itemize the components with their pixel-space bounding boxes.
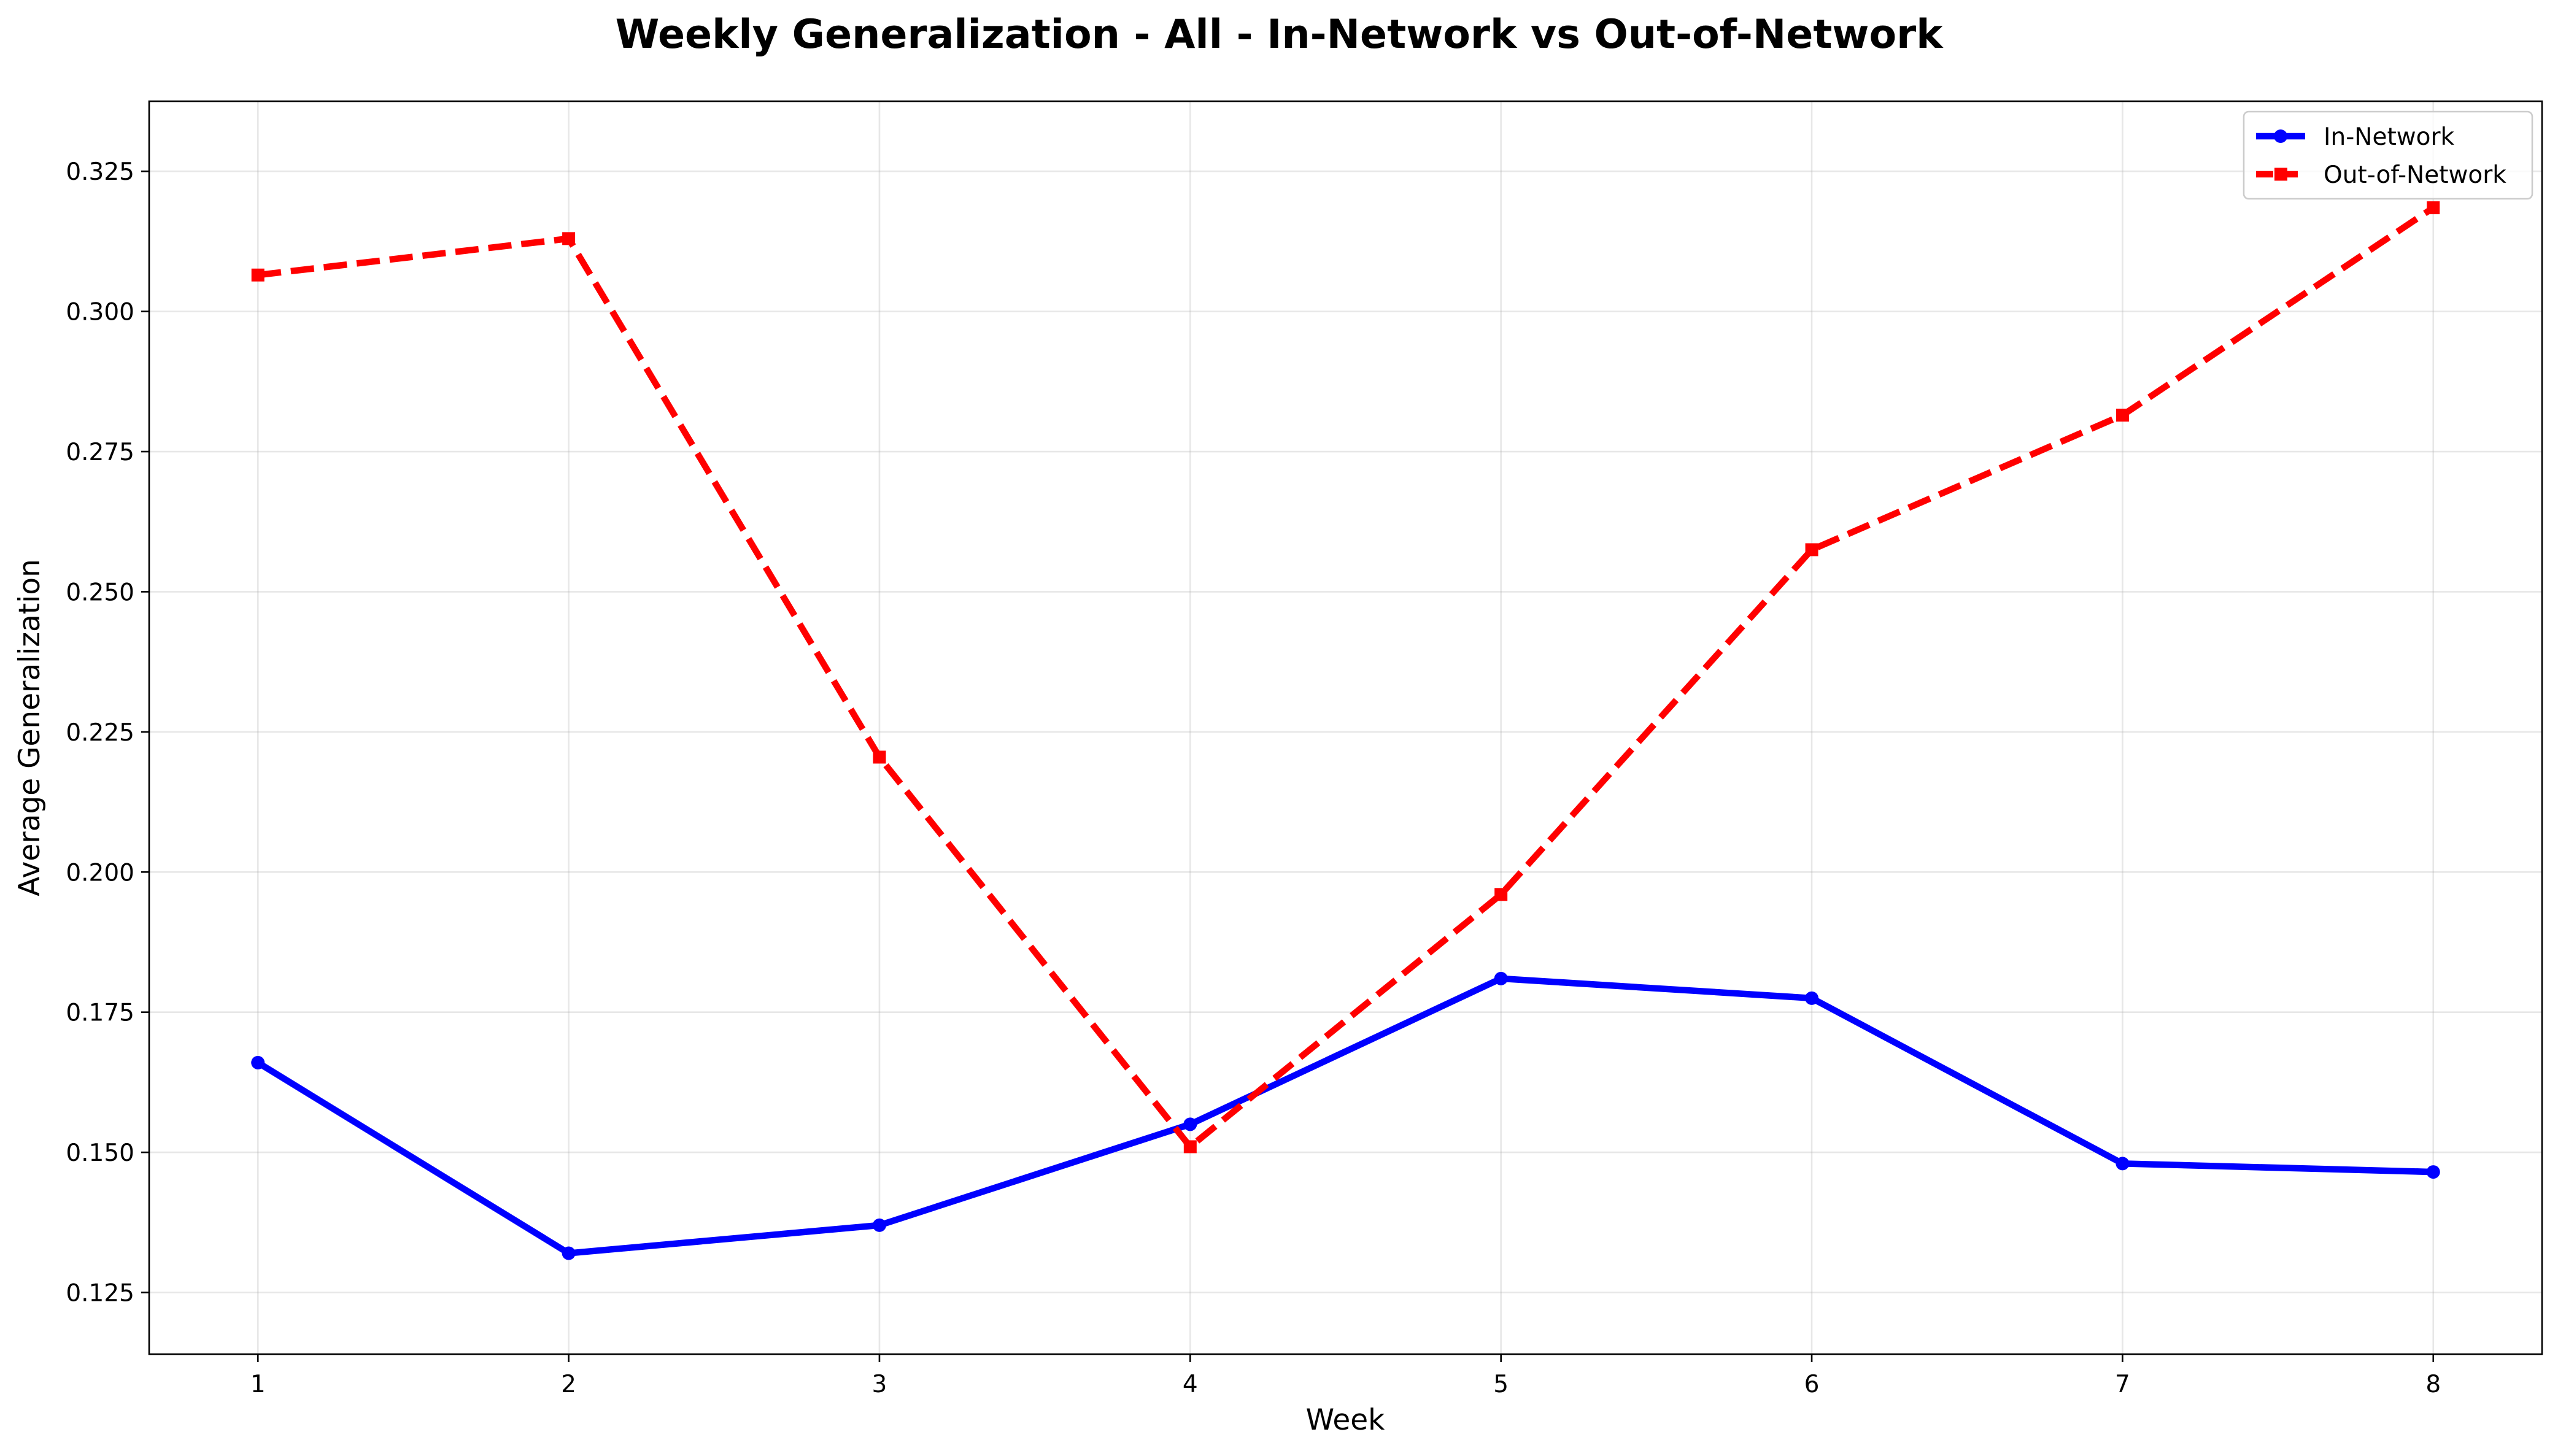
data-point	[2116, 409, 2129, 422]
legend-label: Out-of-Network	[2324, 161, 2506, 189]
legend-entry: In-Network	[2256, 123, 2455, 151]
y-axis-label: Average Generalization	[13, 559, 47, 896]
y-tick-label: 0.325	[66, 158, 134, 186]
data-point	[873, 750, 886, 764]
y-tick-label: 0.300	[66, 299, 134, 326]
data-point	[1183, 1140, 1197, 1154]
y-tick-label: 0.275	[66, 439, 134, 466]
grid-lines	[149, 101, 2542, 1354]
series-0	[251, 971, 2440, 1260]
y-tick-label: 0.200	[66, 859, 134, 887]
x-tick-label: 2	[561, 1371, 576, 1398]
axis-ticks: 1 2 3 4 5 6 7 8 0.125 0.150 0.175 0.200 0.225 0.250 0.…	[66, 158, 2441, 1398]
y-tick-label: 0.125	[66, 1279, 134, 1307]
y-tick-label: 0.175	[66, 1000, 134, 1027]
x-tick-label: 4	[1183, 1371, 1198, 1398]
data-point	[2426, 1165, 2440, 1179]
x-tick-label: 1	[250, 1371, 266, 1398]
series-line	[257, 205, 2435, 1150]
data-point	[2116, 1157, 2130, 1171]
data-point	[1805, 991, 1819, 1005]
y-tick-label: 0.225	[66, 719, 134, 747]
x-tick-label: 8	[2425, 1371, 2441, 1398]
data-point	[1805, 543, 1818, 557]
legend: In-Network Out-of-Network	[2243, 110, 2533, 200]
y-tick-label: 0.150	[66, 1139, 134, 1167]
x-tick-label: 6	[1804, 1371, 1820, 1398]
x-tick-label: 5	[1493, 1371, 1509, 1398]
plot-series	[251, 201, 2440, 1260]
data-point	[562, 232, 576, 245]
data-point	[1494, 888, 1508, 901]
data-point	[1494, 971, 1508, 985]
data-point	[562, 1246, 576, 1260]
data-point	[251, 268, 265, 282]
legend-box	[2243, 110, 2533, 200]
y-tick-label: 0.250	[66, 579, 134, 606]
data-point	[2427, 201, 2440, 215]
legend-label: In-Network	[2324, 123, 2455, 151]
x-tick-label: 7	[2115, 1371, 2130, 1398]
data-point	[872, 1218, 886, 1232]
legend-marker	[2274, 168, 2287, 181]
x-axis-label: Week	[1306, 1403, 1386, 1437]
data-point	[251, 1055, 265, 1069]
x-tick-label: 3	[872, 1371, 887, 1398]
chart-title: Weekly Generalization - All - In-Network…	[616, 12, 1944, 58]
plot-frame	[148, 100, 2543, 1355]
legend-entry: Out-of-Network	[2256, 161, 2506, 189]
legend-marker	[2274, 129, 2287, 143]
data-point	[1183, 1117, 1197, 1131]
series-line	[256, 975, 2433, 1257]
series-1	[251, 201, 2440, 1154]
